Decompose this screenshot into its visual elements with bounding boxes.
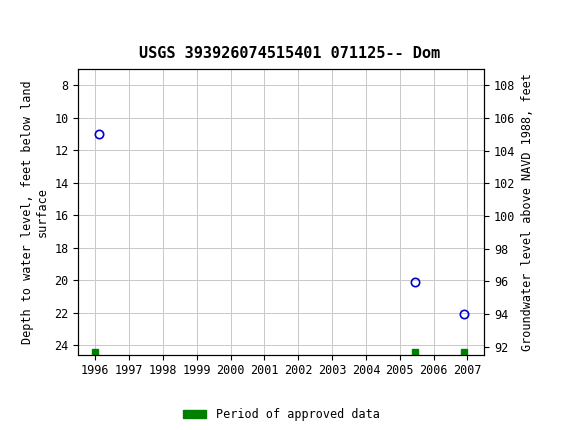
Legend: Period of approved data: Period of approved data: [178, 404, 385, 426]
Text: USGS: USGS: [70, 12, 125, 29]
Y-axis label: Groundwater level above NAVD 1988, feet: Groundwater level above NAVD 1988, feet: [521, 73, 534, 351]
Text: USGS 393926074515401 071125-- Dom: USGS 393926074515401 071125-- Dom: [139, 46, 441, 61]
Y-axis label: Depth to water level, feet below land
surface: Depth to water level, feet below land su…: [21, 80, 49, 344]
